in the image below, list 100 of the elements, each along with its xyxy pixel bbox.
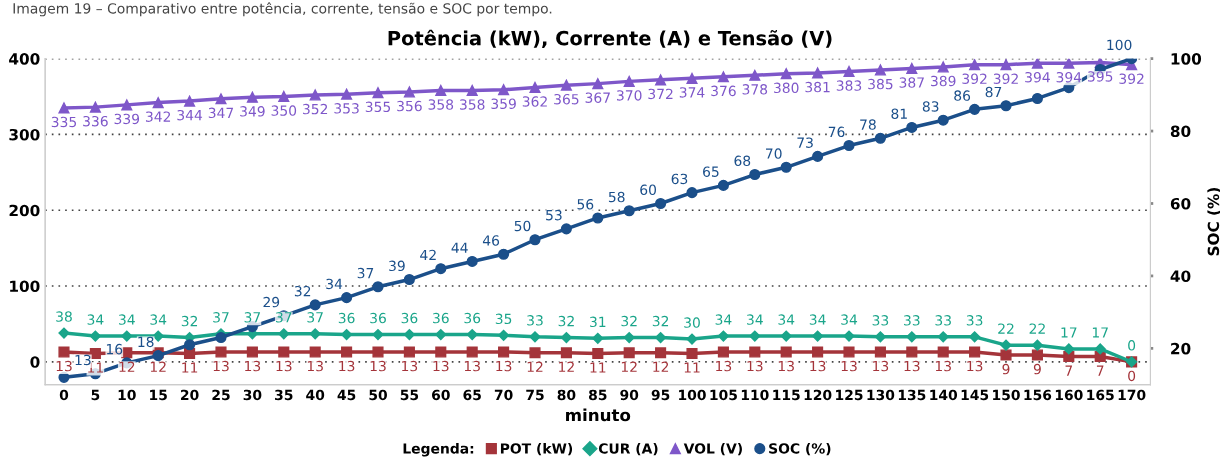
data-label: 63 [671, 173, 688, 185]
data-label: 13 [307, 360, 323, 372]
data-label: 32 [181, 315, 198, 327]
x-tick-label: 65 [463, 389, 481, 401]
data-label: 32 [621, 315, 637, 327]
data-label: 17 [1061, 327, 1077, 338]
x-tick-label: 170 [1118, 389, 1146, 401]
data-label: 13 [747, 360, 763, 372]
x-tick-label: 70 [494, 389, 513, 401]
data-label: 355 [365, 101, 391, 113]
data-label: 352 [302, 103, 328, 115]
x-tick-label: 160 [1055, 389, 1083, 401]
data-label: 370 [617, 90, 642, 101]
x-tick-label: 5 [91, 389, 100, 401]
x-tick-label: 135 [898, 389, 926, 401]
data-label: 13 [716, 360, 732, 372]
data-label: 34 [841, 314, 858, 325]
y2-tick-label: 100 [1171, 53, 1202, 65]
data-label: 46 [482, 235, 500, 246]
data-label: 13 [873, 360, 889, 372]
data-label: 12 [559, 361, 574, 372]
data-label: 73 [797, 137, 813, 148]
x-tick-label: 45 [337, 389, 356, 401]
data-label: 22 [998, 323, 1014, 334]
data-label: 33 [966, 315, 983, 326]
data-label: 70 [766, 148, 782, 159]
data-label: 87 [985, 86, 1002, 98]
data-label: 353 [334, 103, 359, 114]
data-label: 349 [240, 106, 265, 117]
x-tick-label: 80 [557, 389, 576, 401]
x-tick-label: 95 [651, 389, 670, 401]
x-tick-label: 85 [588, 389, 607, 401]
data-label: 34 [326, 278, 343, 290]
x-tick-label: 75 [526, 389, 544, 401]
data-label: 385 [868, 78, 893, 90]
data-label: 372 [648, 88, 673, 100]
data-label: 39 [389, 260, 405, 272]
data-label: 34 [119, 314, 135, 325]
data-label: 394 [1056, 71, 1082, 83]
data-label: 76 [828, 126, 845, 138]
data-label: 13 [402, 360, 418, 372]
y2-tick-label: 60 [1170, 197, 1191, 210]
data-label: 347 [208, 107, 234, 119]
data-label: 13 [370, 360, 386, 372]
x-tick-label: 156 [1024, 389, 1052, 401]
data-label: 65 [703, 166, 719, 177]
data-label: 34 [715, 314, 732, 325]
data-label: 13 [935, 360, 951, 372]
data-label: 37 [244, 312, 261, 323]
data-label: 395 [1088, 71, 1113, 82]
x-tick-label: 60 [431, 389, 450, 401]
x-tick-label: 25 [212, 389, 230, 401]
data-label: 36 [401, 312, 418, 324]
data-label: 33 [935, 315, 951, 326]
x-tick-label: 125 [836, 389, 863, 401]
data-label: 13 [464, 360, 480, 372]
x-tick-label: 150 [993, 389, 1020, 401]
data-label: 358 [428, 99, 454, 110]
data-label: 13 [904, 360, 920, 372]
data-label: 58 [608, 191, 625, 203]
legend-label: VOL (V) [683, 442, 742, 456]
x-tick-label: 110 [741, 389, 769, 401]
data-label: 100 [1107, 39, 1132, 51]
data-label: 339 [114, 113, 140, 125]
data-label: 13 [276, 360, 292, 372]
data-label: 11 [684, 362, 700, 373]
data-label: 36 [433, 312, 449, 324]
data-label: 86 [954, 90, 971, 101]
x-tick-label: 90 [620, 389, 639, 401]
data-label: 392 [962, 73, 987, 84]
x-tick-label: 140 [930, 389, 958, 401]
data-label: 44 [451, 242, 468, 253]
x-tick-label: 120 [804, 389, 832, 401]
y-tick-label: 200 [9, 204, 40, 217]
data-label: 13 [339, 360, 355, 372]
data-label: 37 [276, 312, 292, 323]
data-label: 30 [684, 317, 700, 328]
data-label: 362 [522, 96, 547, 107]
data-label: 34 [150, 314, 167, 325]
data-label: 376 [711, 85, 736, 97]
data-label: 358 [460, 99, 485, 110]
data-label: 13 [967, 360, 983, 372]
data-label: 336 [83, 115, 108, 127]
data-label: 35 [495, 313, 512, 325]
data-label: 38 [56, 311, 72, 322]
data-label: 387 [899, 77, 924, 88]
data-label: 36 [370, 312, 386, 324]
data-label: 392 [1119, 73, 1144, 84]
data-label: 13 [245, 360, 261, 372]
data-label: 11 [182, 362, 198, 373]
data-label: 7 [1096, 365, 1104, 376]
data-label: 37 [357, 267, 374, 279]
data-label: 31 [590, 316, 606, 328]
data-label: 53 [546, 209, 562, 221]
data-label: 32 [294, 285, 311, 297]
data-label: 335 [51, 116, 77, 128]
data-label: 394 [1025, 71, 1050, 83]
data-label: 13 [810, 360, 826, 372]
data-label: 0 [1128, 370, 1136, 382]
x-tick-label: 145 [961, 389, 989, 401]
